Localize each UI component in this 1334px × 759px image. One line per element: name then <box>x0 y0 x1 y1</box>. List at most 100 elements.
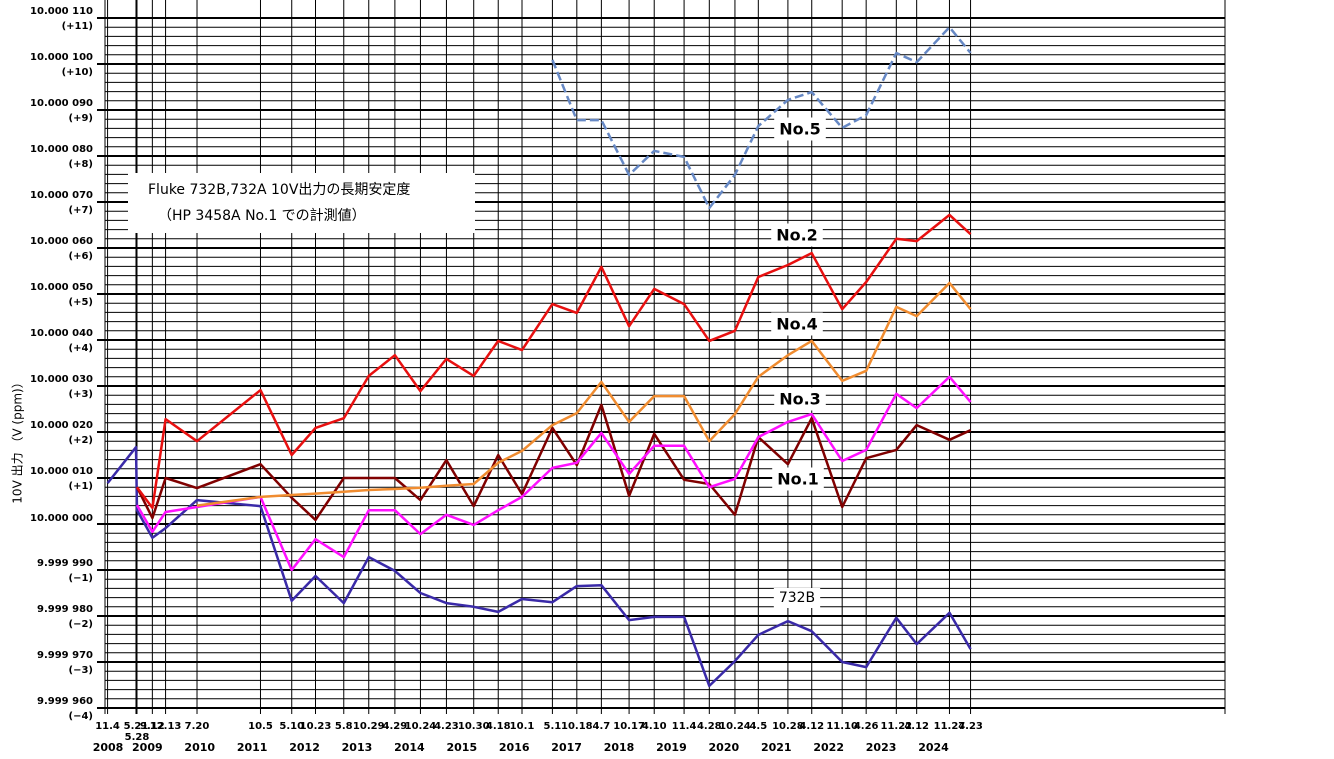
year-label: 2022 <box>813 741 844 754</box>
y-tick-label: 10.000 040 <box>30 328 93 339</box>
year-label: 2011 <box>237 741 268 754</box>
y-tick-sublabel: (+4) <box>69 343 93 354</box>
series-label-bg <box>772 467 824 491</box>
y-tick-label: 10.000 020 <box>30 420 93 431</box>
year-label: 2020 <box>709 741 740 754</box>
series-label-bg <box>774 387 826 411</box>
x-tick-label: 10.24 <box>719 721 751 732</box>
y-tick-label: 10.000 060 <box>30 236 93 247</box>
x-tick-label: 4.23 <box>958 721 983 732</box>
x-tick-label: 4.5 <box>749 721 767 732</box>
x-tick-label: 4.18 <box>486 721 511 732</box>
x-tick-label: 4.12 <box>799 721 824 732</box>
y-tick-label: 10.000 100 <box>30 52 93 63</box>
x-tick-label: 11.22 <box>880 721 912 732</box>
y-tick-sublabel: (+10) <box>62 67 93 78</box>
series-label: No.2 <box>776 226 818 245</box>
x-tick-label: 4.23 <box>434 721 459 732</box>
series-line <box>551 25 972 210</box>
chart-subtitle: （HP 3458A No.1 での計測値） <box>158 208 366 224</box>
year-label: 2023 <box>866 741 897 754</box>
series-label: No.4 <box>776 315 818 334</box>
y-tick-label: 9.999 980 <box>37 604 93 615</box>
y-axis-title: 10V 出力 （V (ppm)） <box>11 376 25 503</box>
x-tick-label: 10.18 <box>561 721 593 732</box>
x-tick-label: 4.7 <box>593 721 611 732</box>
y-tick-sublabel: (−3) <box>69 665 93 676</box>
y-tick-label: 9.999 970 <box>37 650 93 661</box>
x-tick-label: 4.12 <box>904 721 929 732</box>
series-label: 732B <box>779 590 815 606</box>
y-tick-sublabel: (+11) <box>62 21 93 32</box>
y-tick-sublabel: (+1) <box>69 481 93 492</box>
y-tick-sublabel: (+6) <box>69 251 93 262</box>
y-tick-label: 10.000 090 <box>30 98 93 109</box>
year-label: 2024 <box>918 741 949 754</box>
x-tick-label: 10.24 <box>405 721 437 732</box>
series-label-bg <box>774 117 826 141</box>
series-label: No.3 <box>779 390 821 409</box>
x-tick-label: 11.4 <box>672 721 697 732</box>
y-tick-label: 10.000 000 <box>30 513 93 524</box>
x-tick-label: 7.20 <box>185 721 210 732</box>
x-tick-label: 5.10 <box>279 721 304 732</box>
x-tick-label: 10.29 <box>353 721 385 732</box>
y-tick-label: 9.999 990 <box>37 558 93 569</box>
year-label: 2016 <box>499 741 530 754</box>
x-tick-label: 5.1 <box>544 721 562 732</box>
year-label: 2021 <box>761 741 792 754</box>
year-label: 2014 <box>394 741 425 754</box>
series-label-bg <box>771 312 823 336</box>
y-tick-sublabel: (−2) <box>69 619 93 630</box>
year-label: 2019 <box>656 741 687 754</box>
y-tick-label: 10.000 050 <box>30 282 93 293</box>
series-label: No.1 <box>777 470 819 489</box>
x-tick-label: 11.10 <box>826 721 858 732</box>
y-tick-label: 9.999 960 <box>37 696 93 707</box>
x-tick-label: 12.13 <box>150 721 182 732</box>
x-tick-label: 10.17 <box>613 721 645 732</box>
x-tick-label: 11.4 <box>95 721 120 732</box>
year-label: 2015 <box>446 741 477 754</box>
x-tick-label: 10.1 <box>510 721 535 732</box>
y-tick-label: 10.000 080 <box>30 144 93 155</box>
y-tick-label: 10.000 110 <box>30 6 93 17</box>
y-tick-sublabel: (+5) <box>69 297 93 308</box>
title-box <box>128 173 475 233</box>
plot <box>106 25 972 688</box>
y-tick-label: 10.000 010 <box>30 466 93 477</box>
series-line <box>135 375 972 572</box>
y-tick-sublabel: (−4) <box>69 711 93 722</box>
x-tick-label: 5.21 <box>124 721 149 732</box>
series-line <box>106 445 972 688</box>
x-tick-label: 10.23 <box>300 721 332 732</box>
x-tick-label: 10.5 <box>248 721 273 732</box>
grid <box>97 0 1226 714</box>
series-label-bg <box>771 223 823 247</box>
y-tick-label: 10.000 030 <box>30 374 93 385</box>
x-tick-label: 11.27 <box>934 721 966 732</box>
x-tick-label: 4.29 <box>383 721 408 732</box>
y-tick-sublabel: (+8) <box>69 159 93 170</box>
series-line <box>135 403 972 522</box>
y-tick-sublabel: (+3) <box>69 389 93 400</box>
year-label: 2010 <box>184 741 215 754</box>
labels: 10.000 110 (+11) 10.000 100 (+10) 10.000 090… <box>30 6 983 754</box>
series-line <box>196 281 972 507</box>
series-label-bg <box>773 588 821 608</box>
series-line <box>135 213 972 510</box>
year-label: 2009 <box>132 741 163 754</box>
x-tick-label: 5.8 <box>335 721 353 732</box>
series-label: No.5 <box>779 120 821 139</box>
year-label: 2018 <box>604 741 635 754</box>
y-tick-label: 10.000 070 <box>30 190 93 201</box>
x-tick-label: 4.10 <box>642 721 667 732</box>
chart-title: Fluke 732B,732A 10V出力の長期安定度 <box>148 182 410 198</box>
year-label: 2008 <box>93 741 124 754</box>
y-tick-sublabel: (+7) <box>69 205 93 216</box>
year-label: 2012 <box>289 741 320 754</box>
x-tick-label: 9.12 <box>140 721 165 732</box>
x-tick-label: 10.28 <box>772 721 804 732</box>
year-label: 2013 <box>342 741 373 754</box>
